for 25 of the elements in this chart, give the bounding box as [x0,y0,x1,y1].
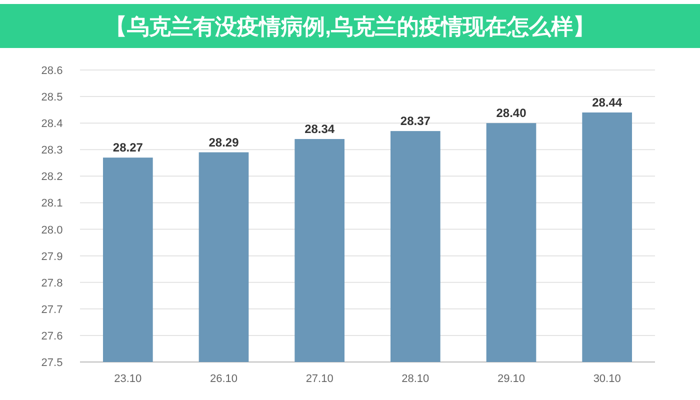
y-tick-label: 27.5 [41,357,63,369]
y-tick-label: 28.3 [41,144,63,157]
chart-title: 【乌克兰有没疫情病例,乌克兰的疫情现在怎么样】 [104,14,596,39]
data-label: 28.37 [400,114,431,128]
x-tick-label: 29.10 [497,373,526,385]
data-label: 28.40 [496,106,527,120]
x-tick-label: 28.10 [402,373,430,385]
y-tick-label: 28.0 [41,224,63,236]
data-label: 28.27 [112,140,144,155]
y-tick-label: 28.1 [41,198,63,210]
y-tick-label: 27.7 [41,304,63,316]
data-label: 28.29 [208,135,240,150]
y-tick-label: 28.5 [41,92,63,104]
y-tick-label: 28.4 [41,118,63,130]
x-tick-label: 26.10 [210,373,238,385]
data-label: 28.44 [592,95,622,110]
x-tick-label: 30.10 [593,373,621,385]
y-tick-label: 27.9 [41,250,63,263]
y-tick-label: 28.2 [41,171,63,184]
y-tick-label: 27.8 [41,277,63,290]
x-tick-label: 27.10 [306,373,334,385]
y-tick-label: 28.6 [41,65,63,77]
y-tick-label: 27.6 [41,330,63,342]
x-tick-label: 23.10 [114,373,142,385]
data-label: 28.34 [304,122,335,136]
